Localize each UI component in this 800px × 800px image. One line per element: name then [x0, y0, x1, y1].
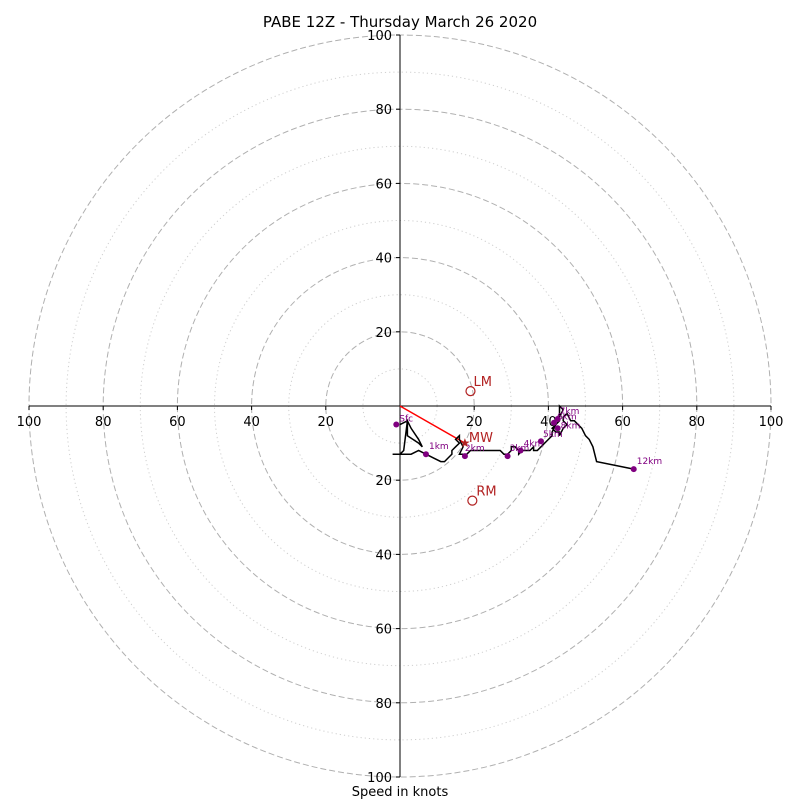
tick-label-left-20: 20	[318, 415, 335, 430]
height-label-5km: 5km	[543, 430, 563, 440]
tick-label-right-80: 80	[689, 415, 706, 430]
height-point-4km	[517, 447, 524, 454]
tick-label-up-60: 60	[375, 177, 392, 192]
hodograph-line	[392, 404, 634, 470]
height-point-2km	[461, 453, 468, 460]
height-point-7km	[554, 415, 561, 422]
hodograph-trace-layer	[392, 404, 634, 470]
height-label-1km: 1km	[429, 442, 449, 452]
height-point-1km	[422, 451, 429, 458]
height-label-6km: 6km	[557, 413, 577, 423]
height-point-5km	[537, 438, 544, 445]
tick-label-down-40: 40	[375, 548, 392, 563]
x-axis-label: Speed in knots	[352, 785, 449, 800]
tick-label-left-60: 60	[169, 415, 186, 430]
shear-vector-layer	[399, 405, 466, 444]
storm-motion-marker-lm	[465, 386, 476, 397]
shear-vector-line	[399, 405, 466, 444]
tick-label-right-20: 20	[466, 415, 483, 430]
height-label-4km: 4km	[524, 440, 544, 450]
storm-motion-label-lm: LM	[473, 375, 491, 390]
tick-label-down-20: 20	[375, 474, 392, 489]
height-label-7km: 7km	[560, 407, 580, 417]
height-label-2km: 2km	[465, 444, 485, 454]
tick-label-up-40: 40	[375, 252, 392, 267]
height-label-8km: 8km	[561, 421, 581, 431]
height-point-8km	[554, 425, 561, 432]
chart-title: PABE 12Z - Thursday March 26 2020	[263, 13, 537, 31]
tick-label-left-40: 40	[243, 415, 260, 430]
storm-motion-label-rm: RM	[476, 485, 496, 500]
tick-label-up-80: 80	[375, 103, 392, 118]
tick-labels: 20 20 20 20 40 40 40 40 60 60 60 60 80 80 80 80 100 100 10…	[17, 29, 784, 786]
height-label-12km: 12km	[637, 457, 662, 467]
storm-motion-label-mw: MW	[469, 431, 493, 446]
tick-label-left-80: 80	[95, 415, 112, 430]
tick-label-down-100: 100	[367, 771, 392, 786]
tick-label-up-20: 20	[375, 326, 392, 341]
tick-label-down-80: 80	[375, 697, 392, 712]
height-label-sfc: Sfc	[399, 415, 413, 425]
height-point-12km	[630, 466, 637, 473]
height-point-3km	[504, 453, 511, 460]
storm-motion-marker-mw	[460, 438, 470, 448]
storm-motion-marker-rm	[467, 495, 478, 506]
storm-motions-layer: LM RM MW	[460, 375, 497, 506]
tick-label-right-60: 60	[614, 415, 631, 430]
height-point-sfc	[393, 421, 400, 428]
tick-label-right-100: 100	[759, 415, 784, 430]
tick-label-right-40: 40	[540, 415, 557, 430]
height-point-6km	[550, 419, 557, 426]
tick-label-down-60: 60	[375, 623, 392, 638]
tick-label-left-100: 100	[17, 415, 42, 430]
tick-label-up-100: 100	[367, 29, 392, 44]
height-points-layer: Sfc1km2km3km4km5km6km7km8km12km	[393, 407, 662, 473]
